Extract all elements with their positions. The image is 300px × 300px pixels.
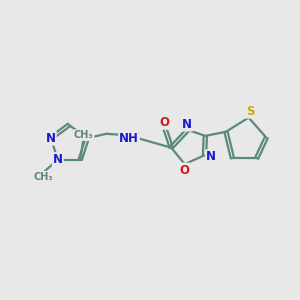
Text: N: N	[182, 118, 192, 130]
Text: N: N	[53, 153, 63, 166]
Text: N: N	[206, 150, 216, 163]
Text: NH: NH	[119, 132, 139, 145]
Text: O: O	[179, 164, 189, 176]
Text: S: S	[246, 105, 254, 118]
Text: O: O	[160, 116, 170, 129]
Text: CH₃: CH₃	[74, 130, 94, 140]
Text: CH₃: CH₃	[33, 172, 53, 182]
Text: N: N	[46, 132, 56, 145]
